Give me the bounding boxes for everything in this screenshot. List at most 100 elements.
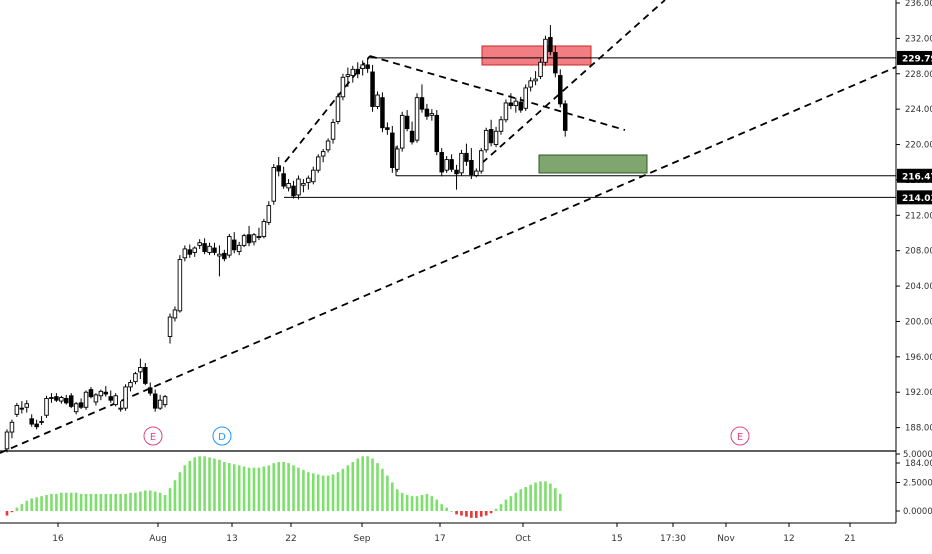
candle bbox=[533, 71, 538, 86]
oscillator-bar bbox=[30, 498, 33, 511]
candle bbox=[24, 400, 30, 413]
oscillator-bar bbox=[60, 492, 63, 511]
oscillator-bar bbox=[307, 472, 310, 511]
oscillator-bar bbox=[5, 511, 9, 516]
candle bbox=[404, 110, 410, 132]
long-trendline bbox=[0, 66, 897, 454]
candle-body bbox=[340, 76, 346, 98]
candle bbox=[246, 225, 252, 247]
price-tick-label: 192.00 bbox=[905, 388, 932, 398]
candle-body bbox=[148, 387, 153, 394]
candle bbox=[360, 60, 365, 76]
oscillator-bar bbox=[287, 463, 290, 511]
descending-trendline bbox=[369, 55, 626, 131]
candle-body bbox=[286, 183, 291, 189]
candle bbox=[340, 73, 346, 101]
candle bbox=[503, 99, 509, 123]
oscillator-bar bbox=[455, 511, 458, 515]
candle-body bbox=[444, 159, 449, 171]
oscillator-bar bbox=[499, 504, 503, 511]
oscillator-bar bbox=[45, 495, 48, 511]
candle bbox=[281, 166, 286, 189]
candle bbox=[227, 233, 232, 258]
oscillator-bar bbox=[114, 493, 117, 511]
oscillator-bar bbox=[405, 495, 409, 511]
candle-body bbox=[523, 87, 528, 109]
oscillator-bar bbox=[183, 465, 187, 511]
candle-body bbox=[538, 61, 543, 77]
candle-body bbox=[360, 64, 365, 69]
candle bbox=[370, 64, 375, 112]
candle bbox=[365, 57, 370, 73]
candle-body bbox=[93, 394, 99, 403]
candle-body bbox=[474, 170, 479, 176]
price-plot[interactable] bbox=[0, 0, 897, 454]
oscillator-bar bbox=[153, 491, 157, 511]
candle bbox=[39, 416, 44, 425]
oscillator-bar bbox=[144, 490, 147, 511]
candle-body bbox=[562, 103, 568, 131]
candle bbox=[483, 127, 489, 153]
price-tick-label: 208.00 bbox=[905, 247, 932, 257]
candle-body bbox=[424, 108, 430, 117]
candle bbox=[217, 245, 222, 277]
candle bbox=[19, 401, 25, 414]
oscillator-bar bbox=[213, 458, 216, 511]
oscillator-bar bbox=[435, 499, 439, 511]
oscillator-bar bbox=[99, 493, 103, 511]
candle-body bbox=[404, 115, 410, 130]
candle bbox=[68, 393, 74, 409]
candle-body bbox=[276, 165, 281, 172]
candle-body bbox=[271, 167, 277, 202]
oscillator-bar bbox=[297, 467, 300, 511]
event-marker: D bbox=[212, 426, 232, 446]
price-tick-label: 196.00 bbox=[905, 353, 932, 363]
candle bbox=[390, 125, 395, 173]
candle bbox=[271, 164, 277, 205]
oscillator-bar bbox=[336, 472, 340, 511]
candle-body bbox=[399, 114, 405, 149]
candle bbox=[266, 201, 272, 226]
oscillator-bar bbox=[129, 492, 132, 511]
candle bbox=[202, 238, 207, 255]
oscillator-bar bbox=[218, 459, 221, 511]
price-tick-label: 224.00 bbox=[905, 105, 932, 115]
candle-body bbox=[231, 239, 237, 251]
oscillator-bar bbox=[302, 469, 305, 511]
oscillator-bar bbox=[381, 468, 384, 511]
candle-body bbox=[350, 68, 356, 76]
candle bbox=[251, 233, 257, 246]
candle bbox=[291, 180, 296, 199]
candle bbox=[54, 393, 59, 402]
time-tick-label: 21 bbox=[844, 534, 855, 544]
candle-body bbox=[503, 102, 509, 121]
candle-body bbox=[236, 244, 242, 253]
candle-body bbox=[320, 151, 326, 157]
candle bbox=[478, 148, 484, 174]
price-tick-label: 236.00 bbox=[905, 0, 932, 9]
oscillator-bar bbox=[208, 457, 211, 511]
candle bbox=[34, 419, 39, 430]
candle bbox=[14, 402, 20, 417]
candle-body bbox=[315, 156, 321, 171]
oscillator-bar bbox=[366, 456, 369, 511]
oscillator-bar bbox=[79, 493, 83, 511]
oscillator-bar bbox=[134, 492, 137, 511]
candle bbox=[454, 164, 459, 190]
candle-body bbox=[370, 71, 375, 107]
event-marker-label: E bbox=[150, 432, 156, 443]
time-tick-label: 16 bbox=[52, 534, 64, 544]
candle-body bbox=[123, 386, 128, 409]
candle bbox=[177, 255, 183, 313]
candle-body bbox=[266, 205, 272, 223]
oscillator-bar bbox=[173, 480, 177, 511]
candle bbox=[44, 395, 49, 418]
candle bbox=[49, 393, 54, 403]
candle bbox=[73, 401, 79, 415]
candle-body bbox=[113, 395, 118, 406]
candle-body bbox=[217, 253, 222, 257]
candle-body bbox=[478, 150, 484, 172]
oscillator-bar bbox=[460, 511, 463, 516]
oscillator-bar bbox=[89, 493, 93, 511]
